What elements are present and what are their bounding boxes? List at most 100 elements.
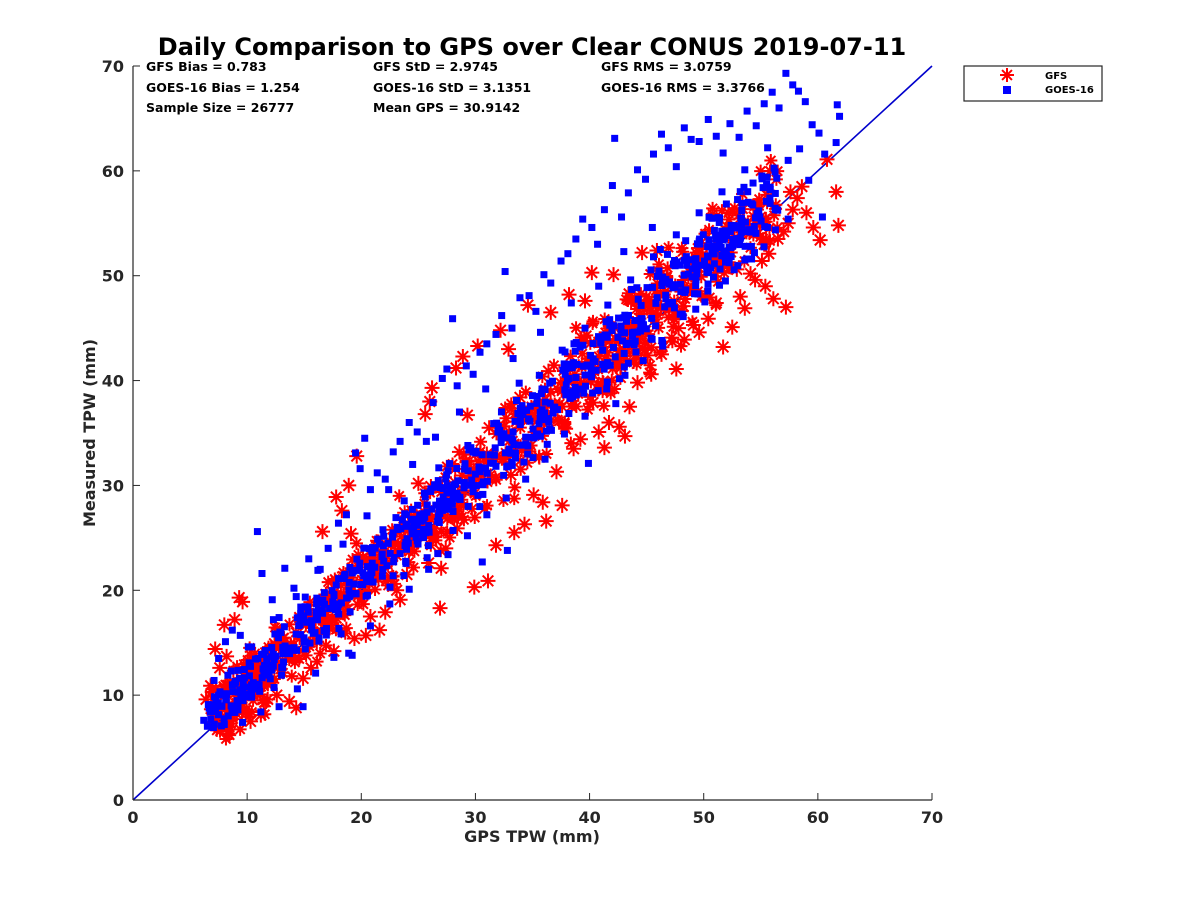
- goes-16-point: [482, 464, 490, 472]
- gfs-point: [749, 196, 765, 212]
- goes-16-point: [339, 540, 347, 548]
- gfs-point: [205, 682, 219, 696]
- gfs-point: [316, 614, 330, 628]
- gfs-point: [636, 342, 650, 356]
- goes-16-point: [328, 587, 336, 595]
- goes-16-point: [653, 294, 661, 302]
- goes-16-point: [275, 703, 283, 711]
- goes-16-point: [435, 518, 443, 526]
- goes-16-point: [581, 324, 589, 332]
- goes-16-point: [490, 451, 498, 459]
- gfs-point: [517, 516, 533, 532]
- goes-16-point: [432, 501, 440, 509]
- goes-16-point: [691, 290, 699, 298]
- gfs-point: [334, 503, 350, 519]
- gfs-point: [339, 598, 353, 612]
- goes-16-point: [775, 104, 783, 112]
- goes-16-point: [729, 239, 737, 247]
- goes-16-point: [661, 303, 669, 311]
- gfs-point: [715, 339, 731, 355]
- gfs-point: [282, 617, 296, 631]
- goes-16-point: [218, 702, 226, 710]
- goes-16-point: [280, 623, 288, 631]
- goes-16-point: [345, 578, 353, 586]
- goes-16-point: [648, 223, 656, 231]
- goes-16-point: [270, 684, 278, 692]
- gfs-point: [269, 687, 285, 703]
- goes-16-point: [279, 650, 287, 658]
- goes-16-point: [312, 614, 320, 622]
- goes-16-point: [220, 721, 228, 729]
- gfs-point: [428, 530, 442, 544]
- goes-16-point: [326, 604, 334, 612]
- goes-16-point: [629, 332, 637, 340]
- legend-gfs-symbol: [1000, 68, 1014, 82]
- gfs-point: [256, 678, 270, 692]
- goes-16-point: [245, 672, 253, 680]
- goes-16-point: [423, 501, 431, 509]
- goes-16-point: [505, 445, 513, 453]
- goes-16-point: [588, 373, 596, 381]
- goes-16-point: [526, 417, 534, 425]
- y-tick-label: 40: [102, 372, 124, 391]
- goes-16-point: [240, 674, 248, 682]
- goes-16-point: [455, 408, 463, 416]
- x-tick-label: 10: [236, 808, 258, 827]
- goes-16-point: [224, 712, 232, 720]
- gfs-point: [285, 650, 299, 664]
- stat-gfs-bias: GFS Bias = 0.783: [146, 59, 267, 74]
- gfs-point: [467, 462, 481, 476]
- goes-16-point: [723, 232, 731, 240]
- goes-16-point: [367, 569, 375, 577]
- goes-16-point: [366, 622, 374, 630]
- goes-16-point: [384, 539, 392, 547]
- goes-16-point: [248, 643, 256, 651]
- goes-16-point: [414, 540, 422, 548]
- goes-16-point: [522, 475, 530, 483]
- goes-16-point: [224, 671, 232, 679]
- gfs-point: [551, 382, 565, 396]
- gfs-point: [569, 321, 583, 335]
- gfs-point: [285, 669, 299, 683]
- goes-16-point: [469, 370, 477, 378]
- goes-16-point: [402, 511, 410, 519]
- goes-16-point: [205, 704, 213, 712]
- goes-16-point: [389, 572, 397, 580]
- goes-16-point: [722, 227, 730, 235]
- gfs-point: [713, 259, 727, 273]
- goes-16-point: [529, 425, 537, 433]
- goes-16-point: [669, 298, 677, 306]
- goes-16-point: [533, 399, 541, 407]
- gfs-point: [392, 489, 406, 503]
- stat-sample-size: Sample Size = 26777: [146, 100, 294, 115]
- goes-16-point: [330, 653, 338, 661]
- goes-16-point: [408, 530, 416, 538]
- gfs-point: [697, 288, 713, 304]
- gfs-point: [519, 385, 533, 399]
- gfs-point: [558, 421, 574, 437]
- goes-16-point: [396, 550, 404, 558]
- gfs-point: [764, 154, 778, 168]
- goes-16-point: [519, 410, 527, 418]
- goes-16-point: [733, 224, 741, 232]
- gfs-point: [747, 272, 763, 288]
- goes-16-point: [215, 691, 223, 699]
- goes-16-point: [386, 583, 394, 591]
- gfs-point: [428, 521, 442, 535]
- x-tick-label: 60: [807, 808, 829, 827]
- gfs-point: [728, 201, 742, 215]
- goes-16-point: [618, 213, 626, 221]
- gfs-point: [611, 419, 627, 435]
- gfs-point: [198, 691, 214, 707]
- gfs-point: [372, 622, 388, 638]
- goes-16-point: [234, 706, 242, 714]
- gfs-point: [221, 727, 235, 741]
- goes-16-point: [434, 550, 442, 558]
- goes-16-point: [704, 253, 712, 261]
- gfs-point: [785, 202, 801, 218]
- gfs-point: [651, 308, 665, 322]
- gfs-point: [828, 184, 844, 200]
- goes-16-point: [460, 484, 468, 492]
- gfs-point: [619, 292, 633, 306]
